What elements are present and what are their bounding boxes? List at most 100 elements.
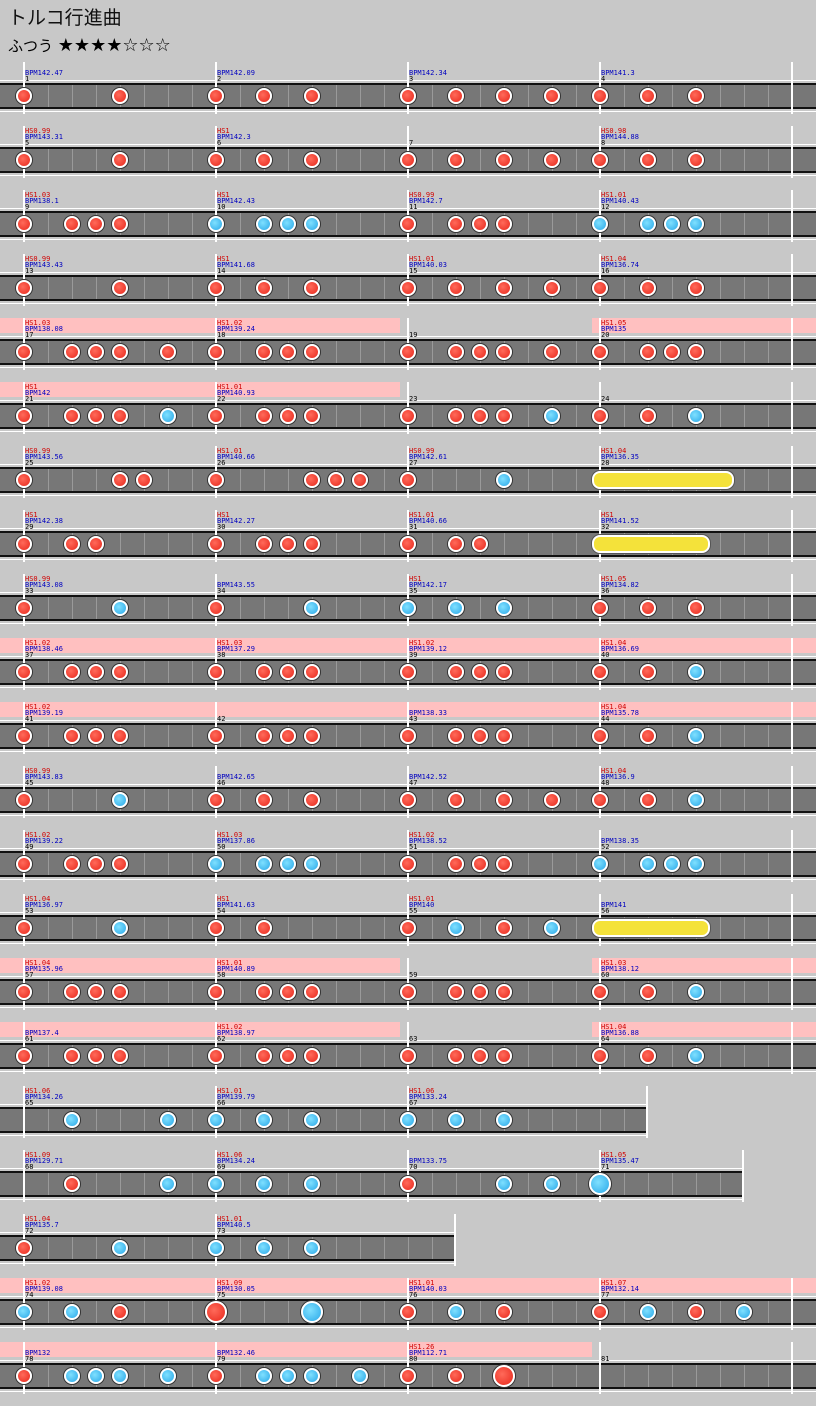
beat-line [576,533,577,555]
scroll-speed-label: HS1.02 [409,639,435,647]
measure-number: 7 [409,139,414,147]
beat-line [144,533,145,555]
scroll-speed-label: HS1.02 [25,639,51,647]
don-note [208,920,224,936]
beat-line [360,533,361,555]
beat-line [624,789,625,811]
chart-row: HS1.02 BPM139.22 49 HS1.03 BPM137.86 50 HS1.02… [0,830,816,894]
bpm-label: BPM136.74 [601,261,639,269]
measure-number: 53 [25,907,34,915]
beat-line [240,1301,241,1323]
scroll-speed-label: HS1.03 [217,831,243,839]
don-note [304,152,320,168]
measure-number: 72 [25,1227,34,1235]
measure-number: 79 [217,1355,226,1363]
scroll-speed-label: HS1 [409,575,422,583]
beat-line [432,725,433,747]
beat-line [576,469,577,491]
measure-bar [791,510,793,562]
don-note [688,88,704,104]
beat-line [576,597,577,619]
beat-line [168,1237,169,1259]
bpm-label: BPM136.97 [25,901,63,909]
chart-row: HS1.04 BPM135.96 57 HS1.01 BPM140.89 58 59 HS1.… [0,958,816,1022]
don-note [16,920,32,936]
beat-line [384,85,385,107]
beat-line [720,277,721,299]
scroll-speed-label: HS1.01 [409,511,435,519]
big-don-note [205,1301,227,1323]
scroll-speed-label: HS1 [217,255,230,263]
bpm-label: BPM134.82 [601,581,639,589]
beat-line [240,277,241,299]
measure-number: 67 [409,1099,418,1107]
ka-note [160,1112,176,1128]
beat-line [432,789,433,811]
don-note [88,344,104,360]
don-note [448,792,464,808]
beat-line [384,725,385,747]
beat-line [192,341,193,363]
don-note [640,344,656,360]
note-lane [0,1232,456,1264]
bpm-label: BPM138.52 [409,837,447,845]
measure-bar [599,1342,601,1394]
don-note [544,344,560,360]
beat-line [768,469,769,491]
scroll-speed-label: HS1.05 [601,319,627,327]
don-note [208,344,224,360]
bpm-label: BPM134.24 [217,1157,255,1165]
bpm-label: BPM138.33 [409,709,447,717]
beat-line [456,469,457,491]
beat-line [384,149,385,171]
beat-line [432,1365,433,1387]
beat-line [192,789,193,811]
don-note [400,1176,416,1192]
bpm-label: BPM139.24 [217,325,255,333]
beat-line [96,1301,97,1323]
bpm-label: BPM142.17 [409,581,447,589]
beat-line [336,1045,337,1067]
measure-bar [646,1086,648,1138]
beat-line [504,533,505,555]
don-note [400,664,416,680]
ka-note [112,792,128,808]
speed-change-band [208,638,400,653]
beat-line [168,917,169,939]
beat-line [432,1237,433,1259]
chart-row: HS0.99 BPM143.31 5 HS1 BPM142.3 6 7 HS0.98 BPM14… [0,126,816,190]
beat-line [48,1365,49,1387]
measure-number: 40 [601,651,610,659]
beat-line [48,405,49,427]
beat-line [432,213,433,235]
bpm-label: BPM142.65 [217,773,255,781]
beat-line [744,277,745,299]
scroll-speed-label: HS1.06 [25,1087,51,1095]
ka-note [304,856,320,872]
don-note [112,856,128,872]
don-note [688,1304,704,1320]
bpm-label: BPM135.96 [25,965,63,973]
beat-line [768,1365,769,1387]
bpm-label: BPM143.43 [25,261,63,269]
beat-line [360,1045,361,1067]
ka-note [256,1176,272,1192]
beat-line [744,917,745,939]
beat-line [744,661,745,683]
don-note [208,536,224,552]
measure-number: 54 [217,907,226,915]
chart-row: HS1.04 BPM135.7 72 HS1.01 BPM140.5 73 [0,1214,816,1278]
don-note [544,792,560,808]
speed-change-band [0,702,208,717]
beat-line [48,85,49,107]
scroll-speed-label: HS1.04 [601,1023,627,1031]
scroll-speed-label: HS1.04 [601,255,627,263]
beat-line [360,1173,361,1195]
beat-line [360,1237,361,1259]
beat-line [192,533,193,555]
measure-number: 22 [217,395,226,403]
beat-line [96,917,97,939]
bpm-label: BPM140 [409,901,435,909]
bpm-label: BPM140.66 [217,453,255,461]
don-note [448,280,464,296]
